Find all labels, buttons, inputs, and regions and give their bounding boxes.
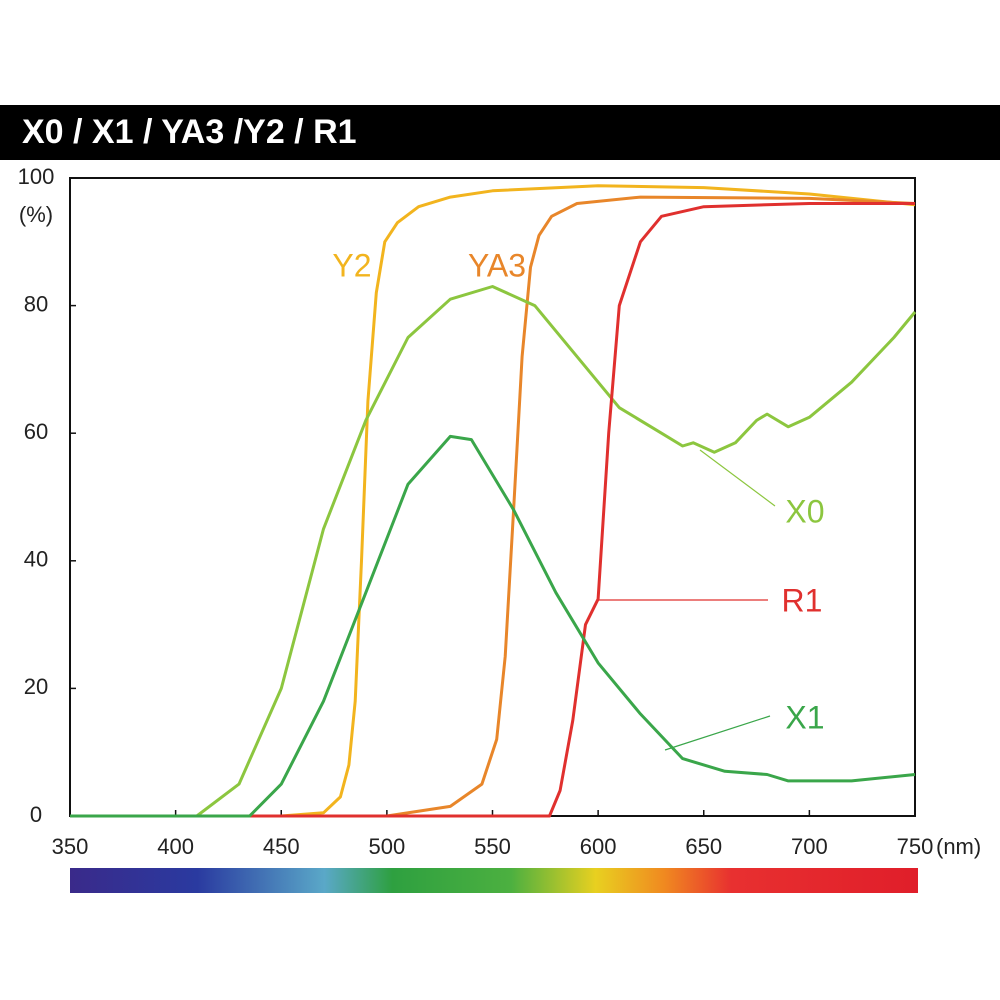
series-line [70, 184, 916, 818]
x-tick-label: 600 [580, 834, 617, 859]
leader-line [699, 449, 776, 507]
y-tick-label: 60 [24, 419, 48, 444]
x-tick-label: 500 [369, 834, 406, 859]
y-tick-label: 0 [30, 802, 42, 827]
series-line [70, 434, 916, 818]
x-tick-label: 700 [791, 834, 828, 859]
x-tick-label: 450 [263, 834, 300, 859]
x-tick-label: 550 [474, 834, 511, 859]
title-bar [0, 105, 1000, 160]
chart-title: X0 / X1 / YA3 /Y2 / R1 [22, 113, 357, 151]
series-label: X0 [785, 493, 824, 529]
y-tick-label: 40 [24, 547, 48, 572]
x-tick-label: 650 [685, 834, 722, 859]
series-line [70, 195, 916, 818]
leader-line [664, 715, 771, 751]
series-line [70, 202, 915, 818]
y-axis-label: (%) [19, 202, 53, 227]
x-tick-label: 750 [897, 834, 934, 859]
series-label: Y2 [332, 247, 371, 283]
series-line [70, 285, 917, 818]
series-label: R1 [782, 582, 823, 618]
x-tick-label: 400 [157, 834, 194, 859]
series-label: YA3 [468, 247, 526, 283]
y-tick-label: 20 [24, 674, 48, 699]
y-tick-label: 100 [18, 164, 55, 189]
x-axis-label: (nm) [936, 834, 981, 859]
series-label: X1 [785, 699, 824, 735]
x-tick-label: 350 [52, 834, 89, 859]
spectrum-bar [70, 868, 918, 893]
y-tick-label: 80 [24, 291, 48, 316]
